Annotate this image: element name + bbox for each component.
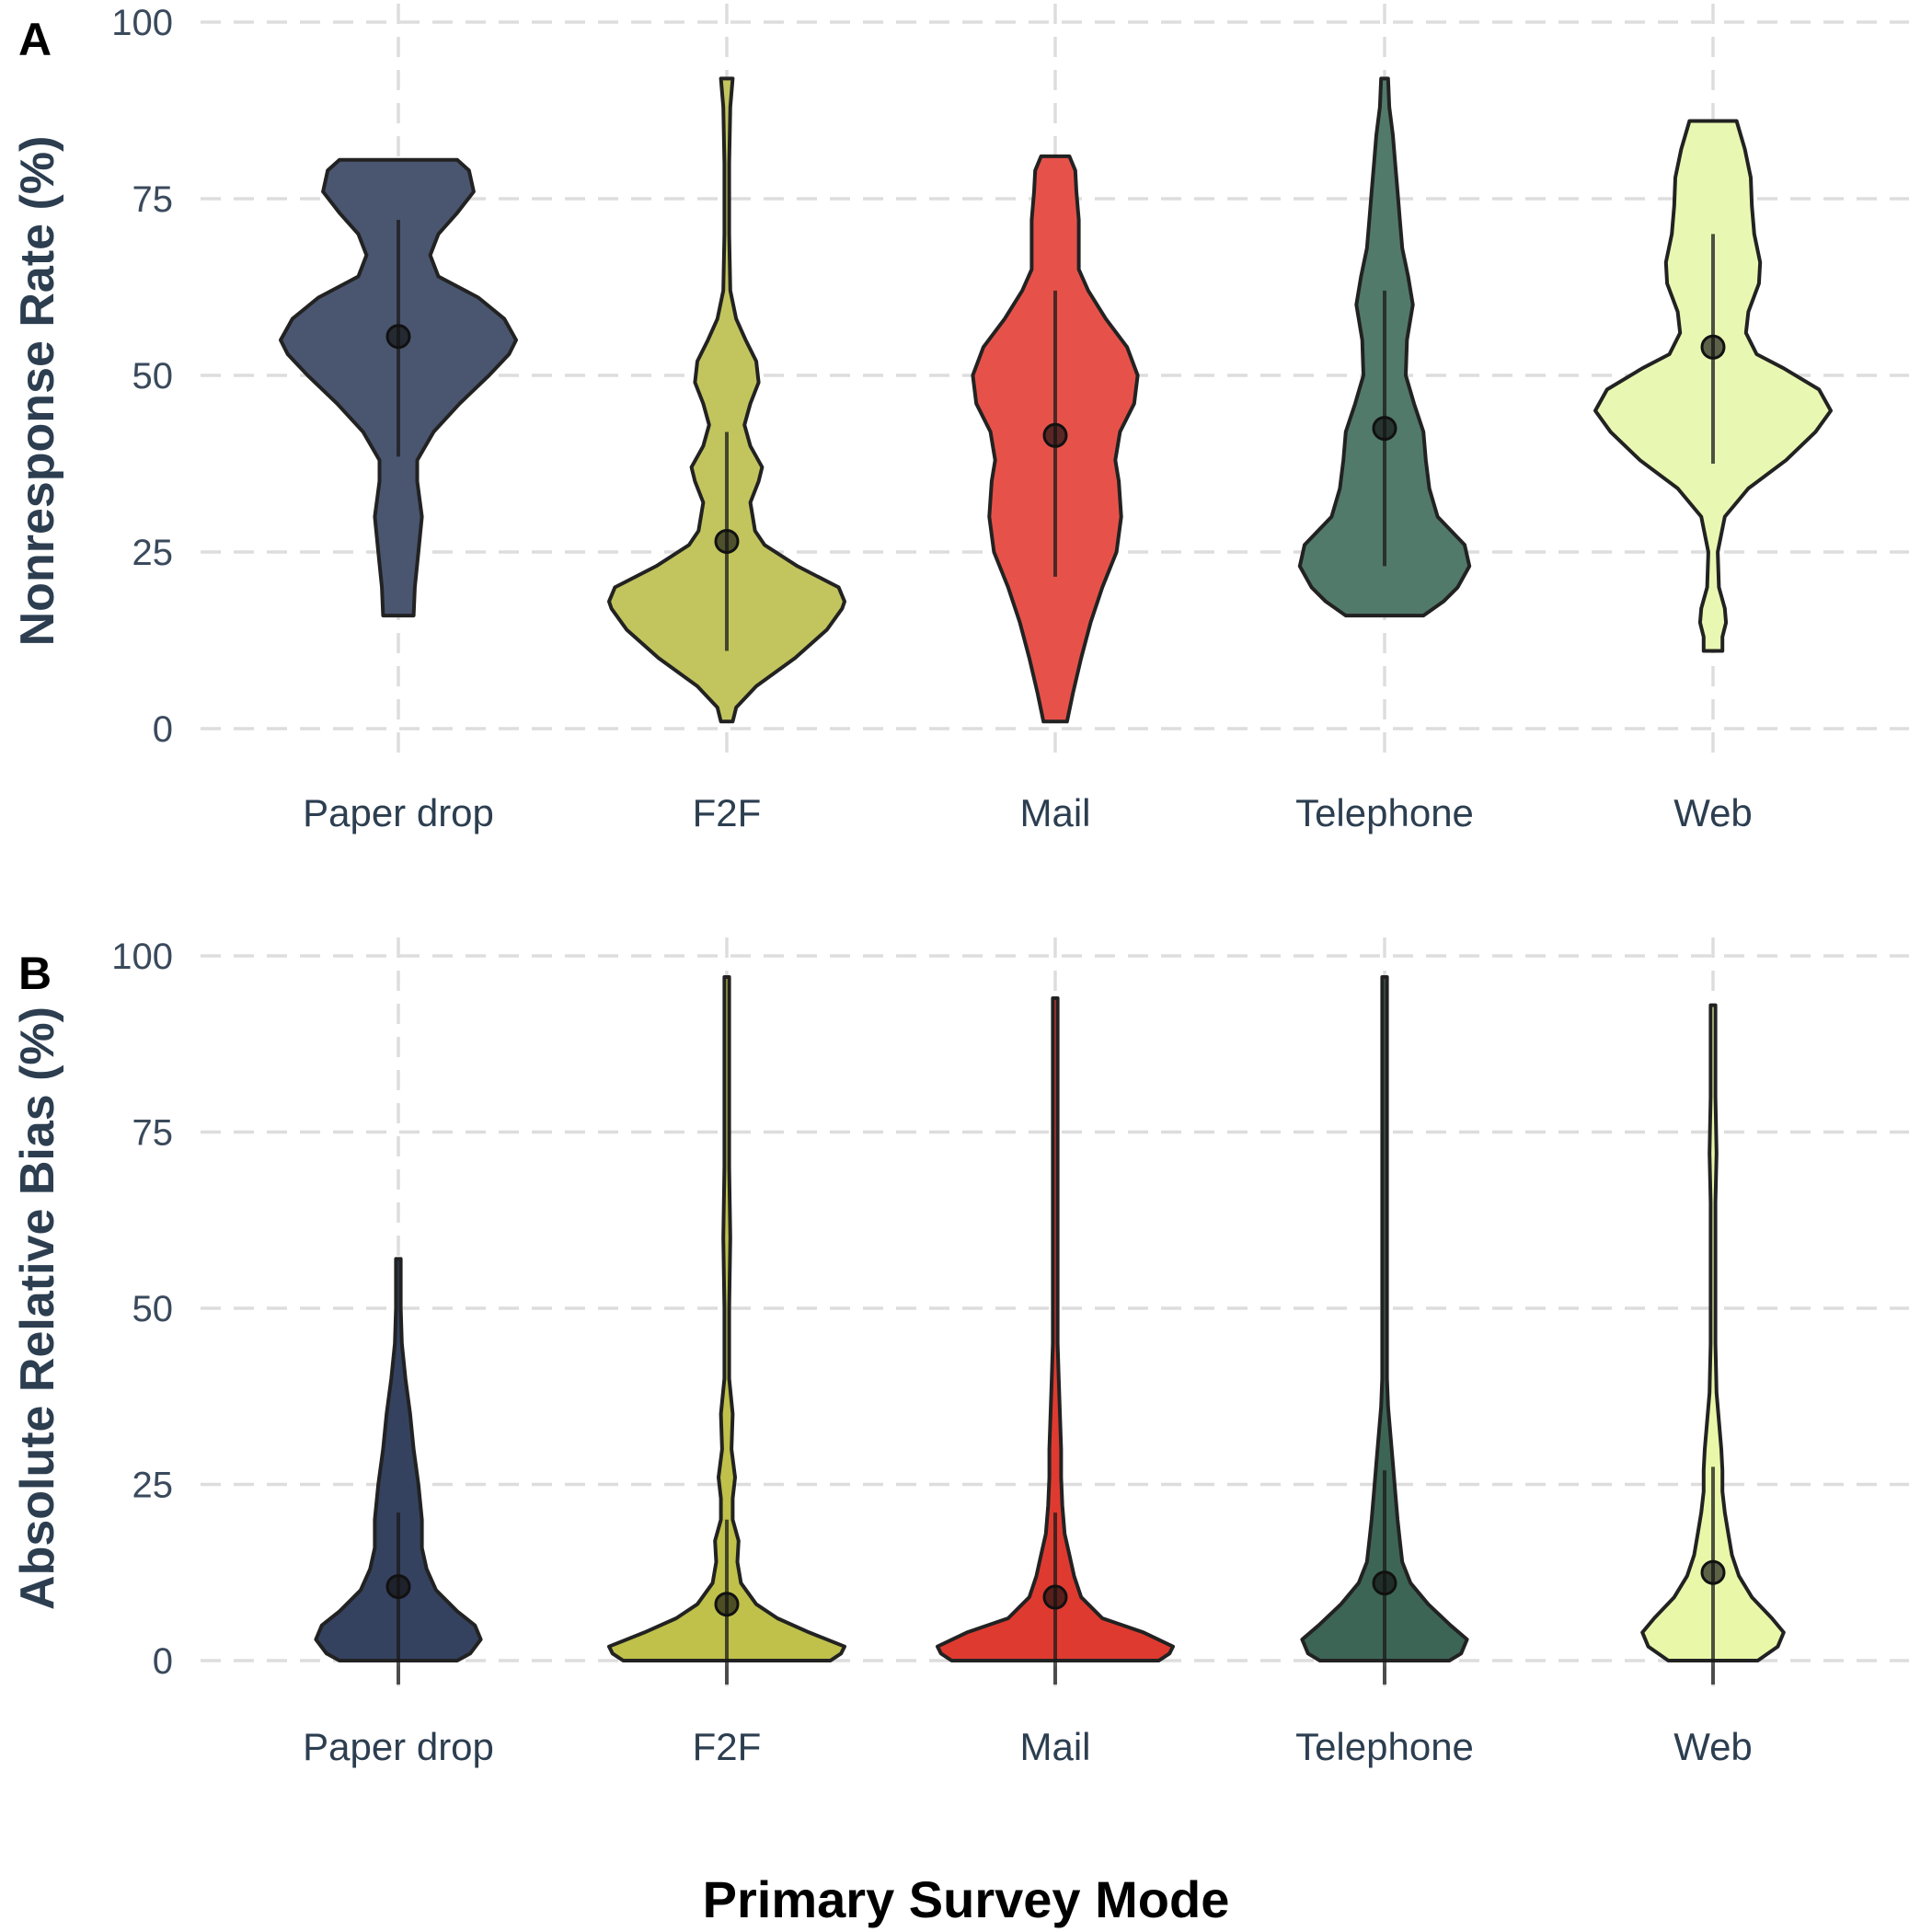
y-tick-label: 100 [111,3,173,43]
median-point-paper-drop [385,324,411,350]
y-tick-label: 75 [132,1113,174,1154]
median-point-telephone [1372,416,1397,442]
x-tick-label-web: Web [1673,791,1753,834]
median-point-mail [1042,1584,1068,1610]
x-tick-label-paper-drop: Paper drop [303,791,494,834]
y-tick-label: 0 [153,709,173,750]
violin-web [1640,1003,1786,1662]
violin-f2f [607,76,846,724]
panel-label: B [18,948,52,999]
y-axis-title: Nonresponse Rate (%) [11,136,64,647]
x-tick-label-mail: Mail [1019,791,1090,834]
median-point-f2f [714,528,740,554]
x-tick-label-telephone: Telephone [1295,791,1474,834]
x-tick-label-f2f: F2F [693,1725,762,1768]
median-point-telephone [1372,1570,1397,1596]
y-tick-label: 50 [132,1289,174,1329]
panel-a: 0 25 50 75 100 Nonresponse Rate (%) A Paper dro… [11,3,1909,834]
violin-telephone [1300,975,1469,1662]
y-tick-label: 25 [132,533,174,573]
panel-b: 0 25 50 75 100 Absolute Relative Bias (%) B Pap… [11,937,1909,1768]
median-point-web [1700,1559,1726,1585]
y-axis-title: Absolute Relative Bias (%) [11,1006,64,1610]
panel-label: A [18,14,52,65]
median-point-paper-drop [385,1574,411,1600]
x-tick-label-web: Web [1673,1725,1753,1768]
x-tick-label-mail: Mail [1019,1725,1090,1768]
y-tick-label: 50 [132,356,174,397]
x-tick-label-f2f: F2F [693,791,762,834]
x-tick-label-telephone: Telephone [1295,1725,1474,1768]
median-point-f2f [714,1592,740,1617]
median-point-mail [1042,422,1068,448]
y-tick-label: 0 [153,1641,173,1682]
y-tick-label: 100 [111,937,173,977]
y-tick-label: 25 [132,1466,174,1506]
violin-mail [936,996,1175,1662]
y-tick-label: 75 [132,179,174,220]
x-axis-title: Primary Survey Mode [702,1870,1230,1928]
violin-paper-drop [314,1257,483,1662]
median-point-web [1700,334,1726,360]
x-tick-label-paper-drop: Paper drop [303,1725,494,1768]
violin-f2f [607,975,846,1662]
